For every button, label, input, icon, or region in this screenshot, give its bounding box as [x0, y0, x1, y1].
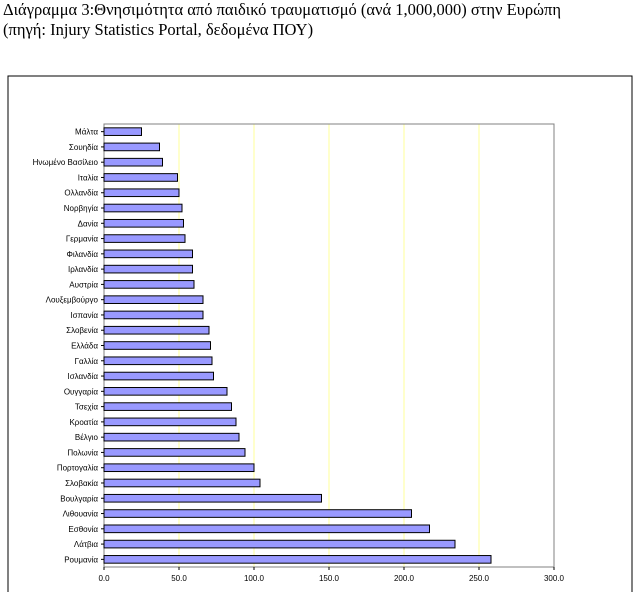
category-label: Φιλανδία — [66, 250, 98, 259]
bar — [103, 539, 456, 549]
bar — [103, 295, 204, 304]
bar — [103, 173, 178, 182]
bar — [103, 478, 261, 488]
gridlines — [178, 124, 480, 567]
bar — [103, 463, 255, 473]
category-label: Πορτογαλία — [57, 464, 99, 473]
category-label: Βουλγαρία — [60, 494, 98, 503]
category-label: Τσεχία — [75, 403, 98, 412]
bar — [103, 280, 195, 289]
bar — [103, 509, 412, 518]
category-label: Ιταλία — [78, 173, 99, 182]
x-axis-ticks: 0.0 50.0 100.0 150.0 200.0 250.0 300.0 — [98, 567, 565, 583]
bar — [103, 264, 193, 274]
category-label: Σλοβακία — [65, 479, 98, 488]
category-label: Γερμανία — [66, 235, 99, 244]
chart-caption: Διάγραμμα 3:Θνησιμότητα από παιδικό τραυ… — [3, 0, 639, 40]
category-label: Δανία — [78, 219, 99, 228]
category-label: Ισπανία — [70, 311, 98, 320]
caption-line-1: Διάγραμμα 3:Θνησιμότητα από παιδικό τραυ… — [3, 0, 561, 19]
category-label: Μάλτα — [75, 128, 98, 137]
x-tick-label: 200.0 — [394, 574, 415, 583]
bar — [103, 417, 237, 427]
bar — [103, 555, 492, 564]
category-label: Σλοβενία — [66, 326, 98, 335]
bar — [103, 203, 183, 213]
bar — [103, 188, 180, 198]
caption-line-2: (πηγή: Injury Statistics Portal, δεδομέν… — [3, 20, 314, 39]
category-label: Βέλγιο — [75, 433, 99, 442]
category-label: Πολωνία — [67, 448, 98, 457]
category-labels: Μάλτα Σουηδία Ηνωμένο Βασίλειο Ιταλία Ολλανδ… — [33, 128, 104, 564]
bar — [103, 234, 186, 243]
bar — [103, 371, 214, 381]
category-label: Κροατία — [69, 418, 98, 427]
category-label: Λουξεμβούργο — [46, 296, 99, 305]
bar — [103, 127, 142, 136]
bar — [103, 218, 184, 228]
bar — [103, 310, 204, 320]
category-label: Ιρλανδία — [68, 265, 98, 274]
bar — [103, 524, 430, 534]
category-label: Αυστρία — [69, 280, 98, 289]
bar — [103, 432, 240, 442]
x-tick-label: 150.0 — [319, 574, 340, 583]
bar — [103, 341, 211, 350]
bar — [103, 249, 193, 259]
bar — [103, 493, 322, 503]
category-label: Σουηδία — [69, 143, 98, 152]
category-label: Γαλλία — [75, 357, 99, 366]
bar — [103, 356, 213, 366]
category-label: Ρουμανία — [64, 555, 98, 564]
category-label: Νορβηγία — [64, 204, 99, 213]
bar — [103, 402, 232, 411]
category-label: Ισλανδία — [67, 372, 98, 381]
x-tick-label: 100.0 — [244, 574, 265, 583]
x-tick-label: 250.0 — [469, 574, 490, 583]
category-label: Λιθουανία — [63, 510, 99, 519]
category-label: Εσθονία — [68, 525, 98, 534]
category-label: Ηνωμένο Βασίλειο — [33, 158, 99, 167]
x-tick-label: 50.0 — [171, 574, 187, 583]
category-label: Ολλανδία — [64, 189, 98, 198]
bar — [103, 325, 210, 335]
bar — [103, 157, 163, 167]
bar — [103, 448, 246, 457]
category-label: Ελλάδα — [71, 342, 98, 351]
category-label: Λάτβια — [74, 540, 99, 549]
x-tick-label: 300.0 — [544, 574, 565, 583]
bar — [103, 142, 160, 152]
bar — [103, 387, 228, 396]
bars — [103, 127, 492, 564]
category-label: Ουγγαρία — [64, 387, 99, 396]
x-tick-label: 0.0 — [98, 574, 110, 583]
